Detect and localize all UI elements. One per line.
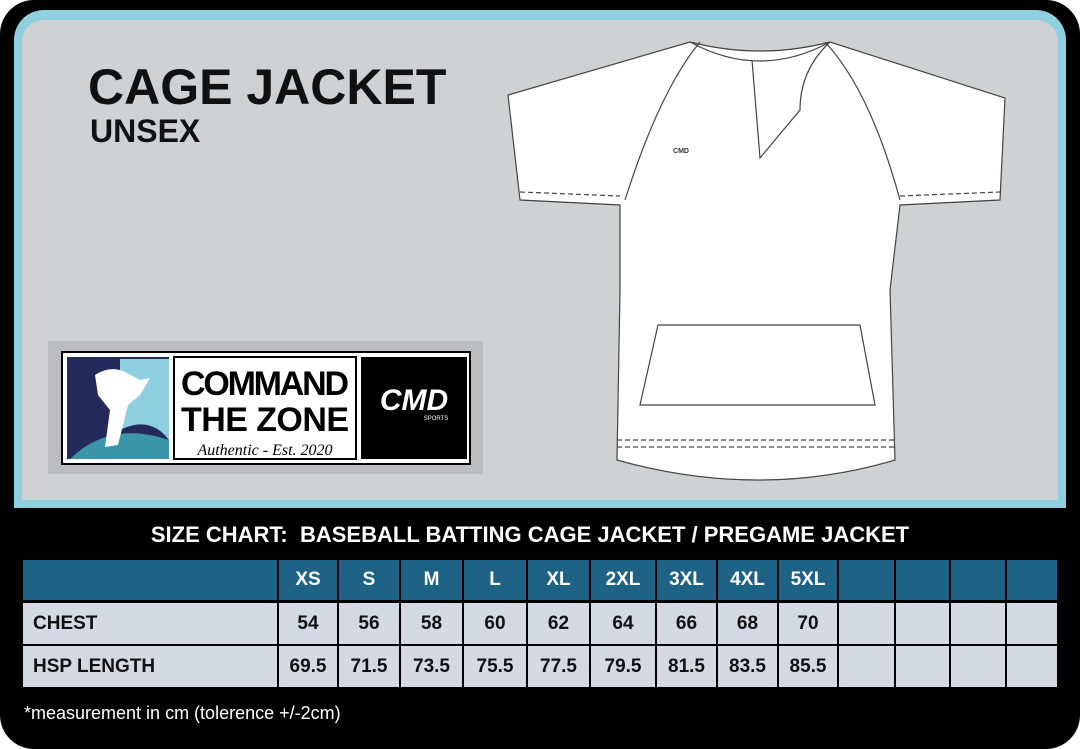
- column-header: [23, 560, 277, 600]
- column-header: XL: [528, 560, 589, 600]
- cell: 68: [718, 603, 777, 644]
- cell: [951, 603, 1005, 644]
- row-label: HSP LENGTH: [23, 646, 277, 687]
- cell: 54: [279, 603, 337, 644]
- column-header: 4XL: [718, 560, 777, 600]
- cell: 62: [528, 603, 589, 644]
- table-title: SIZE CHART: BASEBALL BATTING CAGE JACKET…: [150, 522, 910, 547]
- jacket: [507, 41, 1006, 481]
- cell: [1007, 646, 1057, 687]
- cell: 73.5: [401, 646, 462, 687]
- cell: [1007, 603, 1057, 644]
- column-header: M: [401, 560, 462, 600]
- jacket-logo: CMD: [673, 148, 689, 155]
- column-header: S: [339, 560, 399, 600]
- logo-text-box: [173, 356, 357, 460]
- column-header: [951, 560, 1005, 600]
- column-header: L: [464, 560, 526, 600]
- brand-sub: SPORTS: [424, 416, 449, 422]
- cell: 58: [401, 603, 462, 644]
- cell: 79.5: [591, 646, 655, 687]
- column-header: 2XL: [591, 560, 655, 600]
- pocket: [639, 324, 876, 406]
- cell: [839, 603, 894, 644]
- column-header: [1007, 560, 1057, 600]
- cell: 69.5: [279, 646, 337, 687]
- jacket-body: [507, 41, 1006, 481]
- row-label: CHEST: [23, 603, 277, 644]
- brand: CMD: [380, 384, 448, 417]
- pitcher: [95, 369, 150, 447]
- cell: 75.5: [464, 646, 526, 687]
- cell: [896, 646, 949, 687]
- stitching: [519, 191, 1001, 448]
- brand-box: [361, 357, 467, 459]
- cell: 83.5: [718, 646, 777, 687]
- cell: 66: [657, 603, 716, 644]
- logo-mound: [70, 433, 169, 459]
- cell: 77.5: [528, 646, 589, 687]
- collar: [689, 41, 831, 160]
- cell: 56: [339, 603, 399, 644]
- column-header: 5XL: [779, 560, 837, 600]
- cell: 71.5: [339, 646, 399, 687]
- seams: [624, 41, 901, 201]
- logo-tagline: Authentic - Est. 2020: [196, 442, 332, 459]
- title: CAGE JACKET: [88, 59, 447, 115]
- logo-line2: THE ZONE: [181, 401, 349, 439]
- subtitle: UNSEX: [90, 113, 201, 149]
- column-header: XS: [279, 560, 337, 600]
- cell: 85.5: [779, 646, 837, 687]
- cell: 70: [779, 603, 837, 644]
- cell: 60: [464, 603, 526, 644]
- cell: [839, 646, 894, 687]
- footnote: *measurement in cm (tolerence +/-2cm): [24, 703, 341, 723]
- illustration: COMMAND THE ZONE Authentic - Est. 2020 C…: [48, 41, 1006, 481]
- cell: 81.5: [657, 646, 716, 687]
- column-header: 3XL: [657, 560, 716, 600]
- cell: [896, 603, 949, 644]
- cell: 64: [591, 603, 655, 644]
- column-header: [896, 560, 949, 600]
- cell: [951, 646, 1005, 687]
- column-header: [839, 560, 894, 600]
- logo-line1: COMMAND: [181, 365, 349, 403]
